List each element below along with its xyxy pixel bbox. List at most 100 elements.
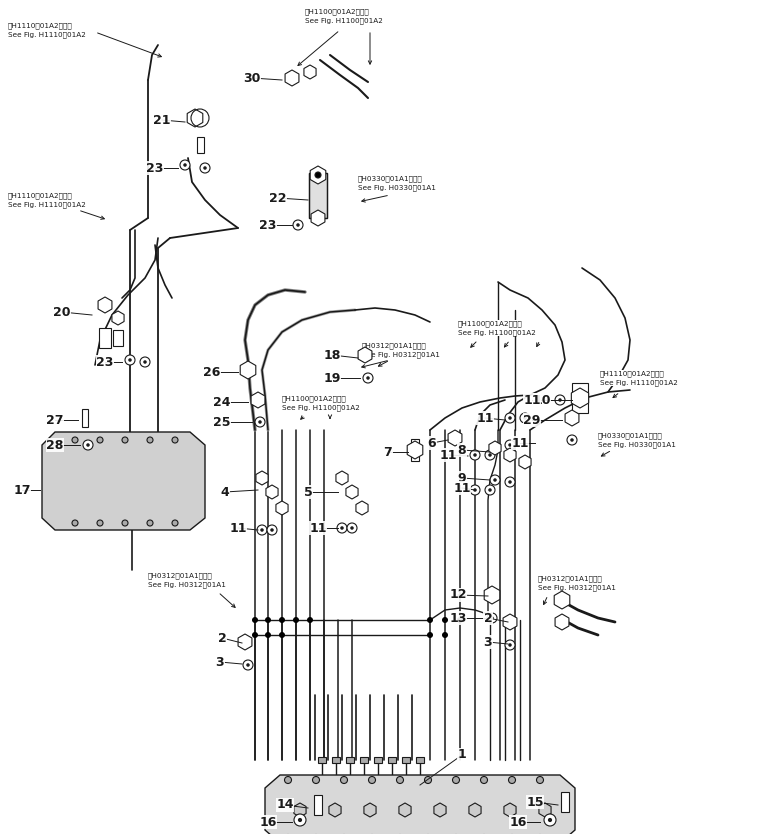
Circle shape bbox=[97, 437, 103, 443]
Text: 前H0312－01A1図参照
See Fig. H0312－01A1: 前H0312－01A1図参照 See Fig. H0312－01A1 bbox=[538, 575, 616, 590]
Polygon shape bbox=[539, 803, 551, 817]
Circle shape bbox=[83, 440, 93, 450]
Text: 前H0330－01A1図参照
See Fig. H0330－01A1: 前H0330－01A1図参照 See Fig. H0330－01A1 bbox=[358, 175, 436, 191]
Bar bbox=[561, 792, 569, 812]
Circle shape bbox=[200, 163, 210, 173]
Text: 24: 24 bbox=[213, 395, 231, 409]
Circle shape bbox=[296, 224, 300, 227]
Polygon shape bbox=[285, 70, 299, 86]
Text: 6: 6 bbox=[427, 436, 436, 450]
Circle shape bbox=[183, 163, 186, 167]
Circle shape bbox=[144, 360, 147, 364]
Polygon shape bbox=[304, 65, 316, 79]
Circle shape bbox=[122, 520, 128, 526]
Circle shape bbox=[307, 617, 313, 623]
Circle shape bbox=[509, 776, 516, 783]
Text: 1: 1 bbox=[458, 748, 466, 761]
Circle shape bbox=[367, 376, 370, 379]
Text: 11: 11 bbox=[523, 394, 541, 406]
Circle shape bbox=[294, 814, 306, 826]
Bar bbox=[572, 383, 588, 413]
Text: 17: 17 bbox=[13, 484, 30, 496]
Circle shape bbox=[457, 617, 463, 623]
Bar bbox=[309, 173, 327, 218]
Polygon shape bbox=[238, 634, 252, 650]
Circle shape bbox=[293, 220, 303, 230]
Circle shape bbox=[558, 399, 562, 402]
Text: 11: 11 bbox=[477, 411, 494, 425]
Circle shape bbox=[493, 478, 497, 482]
Text: 23: 23 bbox=[147, 162, 164, 174]
Circle shape bbox=[265, 632, 271, 638]
Circle shape bbox=[442, 617, 448, 623]
Circle shape bbox=[470, 485, 480, 495]
Circle shape bbox=[505, 440, 515, 450]
Circle shape bbox=[204, 166, 207, 170]
Polygon shape bbox=[407, 441, 423, 459]
Text: 3: 3 bbox=[216, 656, 225, 669]
Text: 7: 7 bbox=[384, 445, 392, 459]
Bar bbox=[411, 439, 419, 461]
Text: 16: 16 bbox=[259, 816, 277, 828]
Circle shape bbox=[485, 485, 495, 495]
Text: 23: 23 bbox=[96, 355, 114, 369]
Circle shape bbox=[172, 520, 178, 526]
Text: 前H1110－01A2図参照
See Fig. H1110－01A2: 前H1110－01A2図参照 See Fig. H1110－01A2 bbox=[8, 192, 86, 208]
Polygon shape bbox=[266, 485, 278, 499]
Circle shape bbox=[258, 420, 262, 424]
Circle shape bbox=[267, 525, 277, 535]
Polygon shape bbox=[256, 471, 268, 485]
Text: 11: 11 bbox=[309, 521, 327, 535]
Text: 27: 27 bbox=[46, 414, 64, 426]
Polygon shape bbox=[310, 166, 326, 184]
Polygon shape bbox=[489, 441, 501, 455]
Polygon shape bbox=[294, 803, 306, 817]
Circle shape bbox=[537, 776, 544, 783]
Text: 11: 11 bbox=[453, 481, 471, 495]
Polygon shape bbox=[98, 297, 112, 313]
Text: 11: 11 bbox=[229, 521, 246, 535]
Polygon shape bbox=[469, 803, 481, 817]
Polygon shape bbox=[503, 614, 517, 630]
Text: 2: 2 bbox=[484, 611, 492, 625]
Circle shape bbox=[265, 617, 271, 623]
Circle shape bbox=[252, 632, 258, 638]
Polygon shape bbox=[555, 614, 569, 630]
Circle shape bbox=[488, 453, 491, 457]
Circle shape bbox=[473, 453, 477, 457]
Text: 前H1110－01A2図参照
See Fig. H1110－01A2: 前H1110－01A2図参照 See Fig. H1110－01A2 bbox=[600, 370, 678, 385]
Circle shape bbox=[567, 435, 577, 445]
Polygon shape bbox=[565, 410, 579, 426]
Circle shape bbox=[480, 776, 488, 783]
Circle shape bbox=[520, 413, 530, 423]
Circle shape bbox=[315, 172, 321, 178]
Circle shape bbox=[523, 416, 526, 420]
Polygon shape bbox=[571, 388, 589, 408]
Circle shape bbox=[341, 776, 348, 783]
Text: 前H0330－01A1図参照
See Fig. H0330－01A1: 前H0330－01A1図参照 See Fig. H0330－01A1 bbox=[598, 432, 676, 448]
Text: 28: 28 bbox=[46, 439, 64, 451]
Polygon shape bbox=[434, 803, 446, 817]
Text: 9: 9 bbox=[458, 471, 466, 485]
Circle shape bbox=[87, 443, 90, 447]
Bar bbox=[346, 757, 354, 763]
Circle shape bbox=[368, 776, 375, 783]
Circle shape bbox=[270, 528, 274, 532]
Circle shape bbox=[125, 355, 135, 365]
Circle shape bbox=[255, 417, 265, 427]
Circle shape bbox=[350, 526, 354, 530]
Bar bbox=[314, 795, 322, 815]
Polygon shape bbox=[346, 485, 358, 499]
Bar bbox=[99, 328, 111, 348]
Circle shape bbox=[509, 643, 512, 646]
Circle shape bbox=[509, 416, 512, 420]
Text: 前H1100－01A2図参照
See Fig. H1100－01A2: 前H1100－01A2図参照 See Fig. H1100－01A2 bbox=[282, 395, 360, 410]
Polygon shape bbox=[251, 392, 265, 408]
Text: 12: 12 bbox=[449, 589, 466, 601]
Bar bbox=[416, 757, 424, 763]
Text: 3: 3 bbox=[484, 636, 492, 649]
Text: 29: 29 bbox=[523, 414, 541, 426]
Circle shape bbox=[548, 818, 552, 822]
Circle shape bbox=[442, 632, 448, 638]
Text: 前H1100－01A2図参照
See Fig. H1100－01A2: 前H1100－01A2図参照 See Fig. H1100－01A2 bbox=[305, 8, 383, 23]
